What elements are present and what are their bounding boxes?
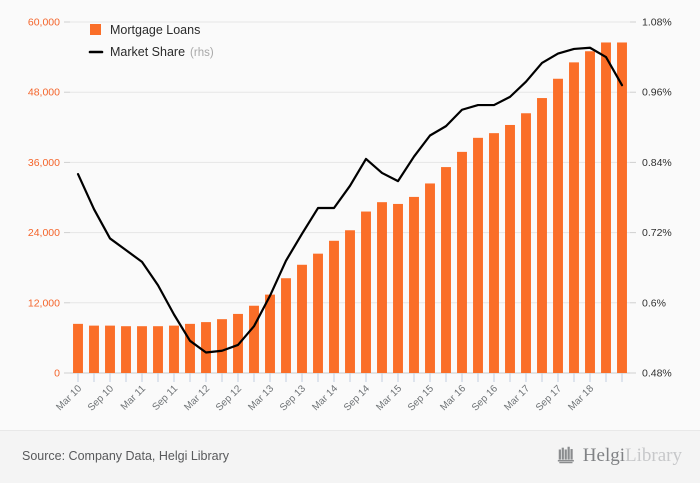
y-axis-right-tick-label: 0.48%: [642, 368, 672, 380]
bar: [345, 230, 355, 373]
bar: [601, 42, 611, 373]
bar: [457, 151, 467, 373]
bar: [89, 325, 99, 373]
chart-canvas: 0 12,000 24,000 36,000 48,000 60,000 0.48% 0.6…: [27, 16, 672, 414]
bar: [329, 240, 339, 373]
bar-series-mortgage-loans: [73, 42, 627, 374]
y-axis-left-tick-label: 12,000: [28, 297, 60, 309]
bar: [617, 42, 627, 373]
bar: [521, 113, 531, 373]
y-axis-left-tick-label: 0: [54, 368, 60, 380]
bar: [585, 51, 595, 373]
bar: [441, 167, 451, 373]
bar: [569, 62, 579, 374]
bar: [185, 323, 195, 373]
bar: [553, 78, 563, 373]
line-series-market-share: [76, 46, 624, 354]
legend-label-market-share-axis-note: (rhs): [190, 47, 214, 59]
legend-label-market-share: Market Share (rhs): [110, 45, 214, 59]
bar: [537, 98, 547, 374]
y-axis-right-tick-label: 1.08%: [642, 17, 672, 29]
bar: [249, 305, 259, 373]
bar: [409, 196, 419, 373]
y-axis-left-labels: 0 12,000 24,000 36,000 48,000 60,000: [28, 17, 70, 380]
bar: [217, 319, 227, 373]
bar: [297, 264, 307, 373]
y-axis-right-tick-label: 0.72%: [642, 227, 672, 239]
chart-footer: Source: Company Data, Helgi Library Helg…: [0, 430, 700, 483]
bar: [377, 202, 387, 373]
bar: [425, 183, 435, 373]
market-share-line: [76, 46, 624, 354]
bar: [281, 278, 291, 373]
bar: [169, 325, 179, 373]
logo-text-secondary: Library: [625, 444, 682, 466]
bar: [105, 325, 115, 373]
bar: [361, 211, 371, 373]
x-axis-ticks: [77, 373, 623, 382]
bar: [121, 326, 131, 373]
y-axis-left-tick-label: 48,000: [28, 87, 60, 99]
bar: [313, 253, 323, 373]
y-axis-left-tick-label: 60,000: [28, 17, 60, 29]
y-axis-right-tick-label: 0.96%: [642, 87, 672, 99]
legend-swatch-mortgage-loans: [90, 24, 101, 35]
bar: [473, 137, 483, 373]
y-axis-right-tick-label: 0.84%: [642, 157, 672, 169]
bar: [489, 133, 499, 373]
bar: [505, 124, 515, 374]
y-axis-left-tick-label: 36,000: [28, 157, 60, 169]
bar: [201, 322, 211, 373]
bar: [153, 326, 163, 373]
legend-label-mortgage-loans: Mortgage Loans: [110, 23, 200, 37]
bar: [265, 294, 275, 373]
bar: [393, 203, 403, 373]
combo-chart-svg: 0 12,000 24,000 36,000 48,000 60,000 0.48% 0.6…: [27, 16, 672, 414]
y-axis-right-labels: 0.48% 0.6% 0.72% 0.84% 0.96% 1.08%: [630, 17, 672, 380]
helgi-library-logo: HelgiLibrary: [556, 444, 682, 466]
source-text: Source: Company Data, Helgi Library: [22, 449, 230, 463]
logo-text-primary: Helgi: [582, 444, 626, 466]
bar: [137, 326, 147, 373]
y-axis-right-tick-label: 0.6%: [642, 297, 666, 309]
y-axis-left-tick-label: 24,000: [28, 227, 60, 239]
library-building-icon: [557, 446, 574, 464]
bar: [73, 323, 83, 373]
